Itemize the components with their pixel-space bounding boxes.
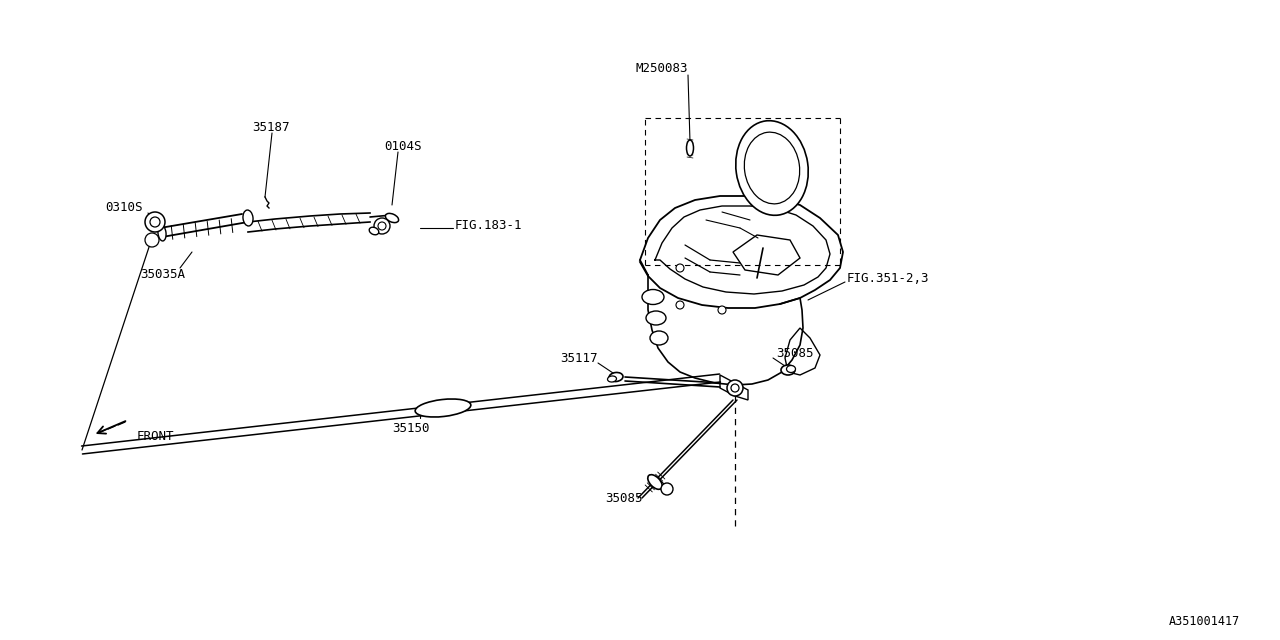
Ellipse shape [744, 132, 800, 204]
Ellipse shape [686, 140, 694, 156]
Text: 35150: 35150 [392, 422, 430, 435]
Text: FIG.351-2,3: FIG.351-2,3 [847, 271, 929, 285]
Circle shape [718, 306, 726, 314]
Circle shape [731, 384, 739, 392]
Circle shape [727, 380, 742, 396]
Ellipse shape [646, 311, 666, 325]
Circle shape [145, 233, 159, 247]
Circle shape [145, 212, 165, 232]
Circle shape [150, 217, 160, 227]
Ellipse shape [609, 372, 623, 381]
Text: 35117: 35117 [561, 351, 598, 365]
Ellipse shape [643, 289, 664, 305]
Ellipse shape [736, 121, 808, 215]
Text: M250083: M250083 [635, 61, 687, 74]
Text: 35085: 35085 [776, 346, 814, 360]
Ellipse shape [781, 365, 795, 375]
Circle shape [378, 222, 387, 230]
Ellipse shape [415, 399, 471, 417]
Ellipse shape [369, 227, 379, 235]
Text: 0104S: 0104S [384, 140, 421, 152]
Circle shape [374, 218, 390, 234]
Ellipse shape [650, 331, 668, 345]
Circle shape [676, 264, 684, 272]
Ellipse shape [157, 225, 166, 241]
Ellipse shape [648, 475, 662, 490]
Ellipse shape [608, 376, 617, 382]
Ellipse shape [243, 210, 253, 226]
Text: FIG.183-1: FIG.183-1 [454, 218, 522, 232]
Text: 0310S: 0310S [105, 200, 142, 214]
Text: A351001417: A351001417 [1169, 615, 1240, 628]
Circle shape [676, 301, 684, 309]
Circle shape [660, 483, 673, 495]
Text: FRONT: FRONT [137, 429, 174, 442]
Text: 35085: 35085 [605, 492, 643, 504]
Text: 35187: 35187 [252, 120, 289, 134]
Text: 35035A: 35035A [140, 268, 186, 280]
Ellipse shape [786, 365, 795, 372]
Ellipse shape [385, 213, 398, 223]
